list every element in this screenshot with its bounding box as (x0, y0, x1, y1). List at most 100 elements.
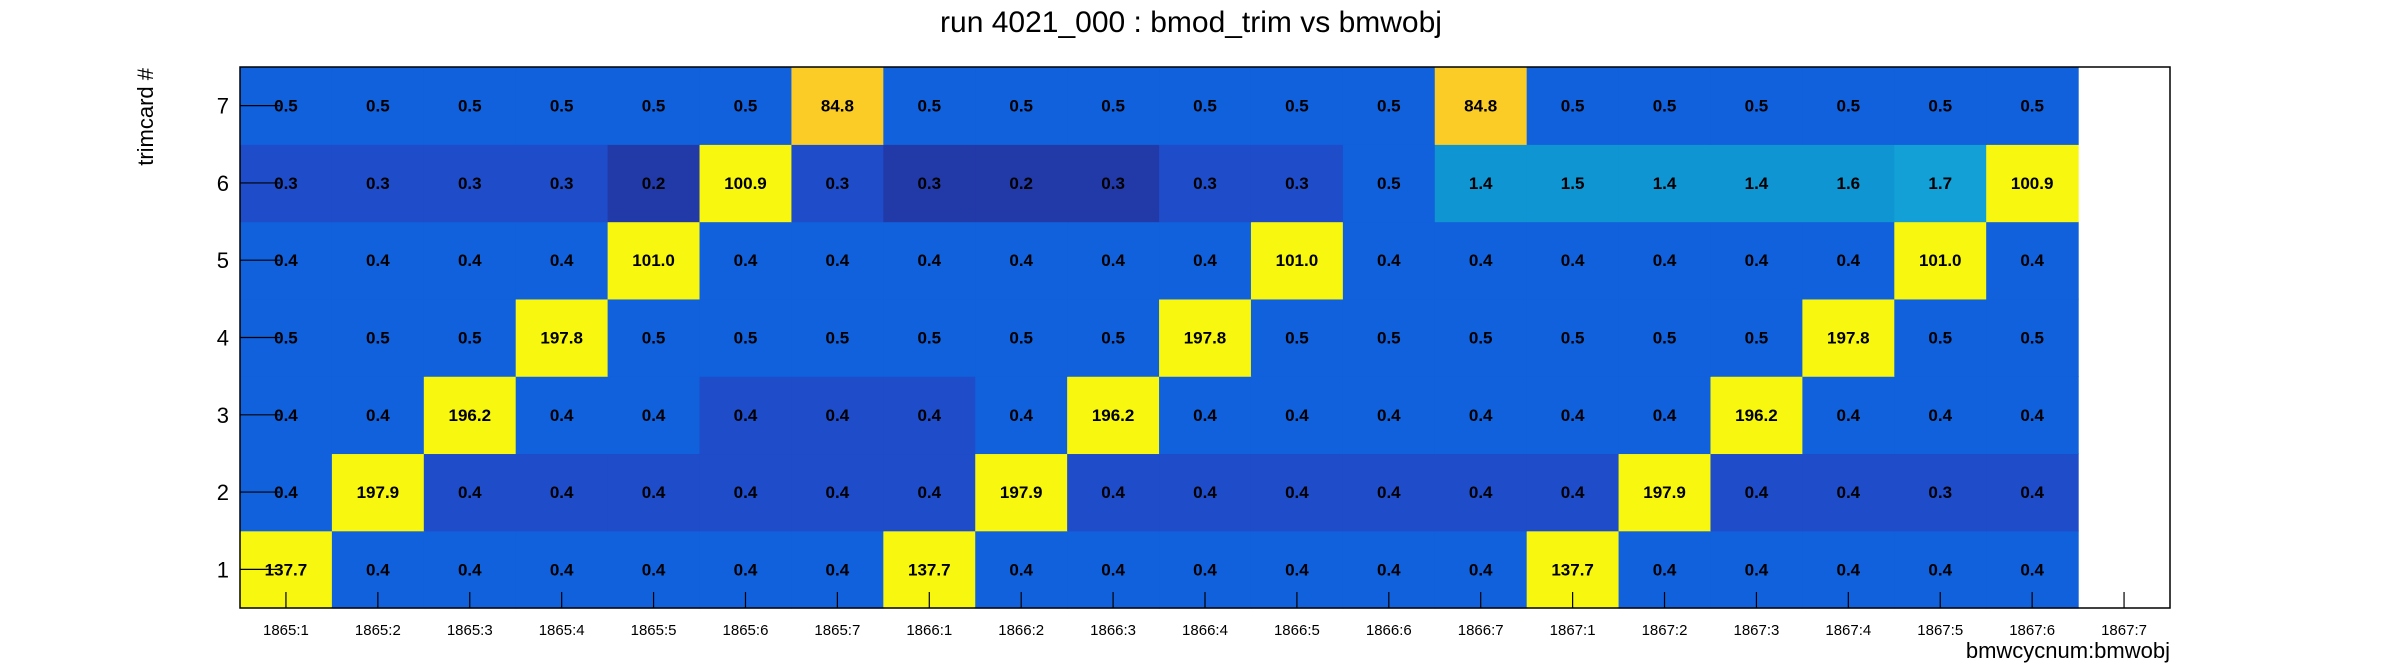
heatmap-cell (699, 144, 793, 223)
cell-value-label: 0.4 (1561, 483, 1585, 502)
cell-value-label: 0.3 (917, 174, 941, 193)
cell-value-label: 0.5 (458, 97, 482, 116)
cell-value-label: 101.0 (1276, 251, 1319, 270)
cell-value-label: 0.5 (1745, 97, 1769, 116)
heatmap-cell (1894, 221, 1987, 300)
cell-value-label: 0.4 (2020, 483, 2044, 502)
heatmap-cell (791, 376, 884, 455)
heatmap-cell (1250, 298, 1344, 377)
heatmap-cell (1250, 67, 1344, 145)
heatmap-cell (699, 453, 793, 532)
cell-value-label: 0.5 (2020, 97, 2044, 116)
heatmap-cell (975, 453, 1068, 532)
heatmap-cell (1342, 221, 1436, 300)
heatmap-cell (975, 67, 1068, 145)
heatmap-cell (1342, 376, 1436, 455)
cell-value-label: 0.4 (366, 560, 390, 579)
y-tick-label: 5 (217, 248, 229, 273)
cell-value-label: 0.5 (1745, 329, 1769, 348)
heatmap-cell (1986, 67, 2079, 145)
heatmap-cell (1434, 221, 1528, 300)
heatmap-cell (1618, 376, 1712, 455)
cell-value-label: 0.5 (917, 329, 941, 348)
cell-value-label: 0.4 (1469, 483, 1493, 502)
x-tick-label: 1867:6 (2009, 622, 2055, 639)
cell-value-label: 0.3 (1928, 483, 1952, 502)
heatmap-cell (1986, 298, 2079, 377)
cell-value-label: 0.4 (274, 251, 298, 270)
heatmap-cell (1434, 144, 1528, 223)
cell-value-label: 0.4 (1193, 560, 1217, 579)
x-tick-label: 1865:5 (631, 622, 677, 639)
heatmap-cell (1342, 298, 1436, 377)
heatmap-cell (1894, 144, 1987, 223)
cell-value-label: 1.6 (1837, 174, 1861, 193)
heatmap-cell (1618, 144, 1712, 223)
cell-value-label: 0.4 (1377, 560, 1401, 579)
heatmap-cell (1802, 298, 1895, 377)
heatmap-cell (1710, 453, 1803, 532)
cell-value-label: 0.5 (1285, 97, 1309, 116)
cell-value-label: 196.2 (448, 406, 491, 425)
heatmap-cell (1434, 298, 1528, 377)
axis-ticks (240, 105, 2125, 608)
cell-value-label: 0.4 (1009, 406, 1033, 425)
cell-value-label: 0.4 (458, 560, 482, 579)
cell-value-label: 0.5 (642, 329, 666, 348)
x-tick-label: 1865:6 (723, 622, 769, 639)
cell-value-label: 0.4 (550, 560, 574, 579)
cell-value-label: 196.2 (1735, 406, 1778, 425)
x-tick-label: 1867:1 (1550, 622, 1596, 639)
heatmap-cell (883, 67, 976, 145)
cell-value-label: 0.4 (642, 560, 666, 579)
heatmap-cells (240, 67, 2079, 609)
y-tick-labels: 1 2 3 4 5 6 7 (217, 94, 229, 583)
cell-value-label: 197.8 (1827, 329, 1870, 348)
heatmap-cell (1618, 298, 1712, 377)
cell-value-label: 0.5 (1653, 329, 1677, 348)
cell-value-label: 0.4 (2020, 560, 2044, 579)
y-tick-label: 4 (217, 326, 229, 351)
heatmap-cell (423, 453, 517, 532)
y-tick-label: 3 (217, 403, 229, 428)
heatmap-cell (1342, 67, 1436, 145)
heatmap-cell (699, 376, 793, 455)
heatmap-cell (1710, 221, 1803, 300)
cell-value-label: 1.7 (1928, 174, 1952, 193)
cell-value-label: 0.3 (550, 174, 574, 193)
heatmap-cell (607, 453, 701, 532)
chart-title: run 4021_000 : bmod_trim vs bmwobj (940, 6, 1442, 39)
cell-value-label: 0.5 (642, 97, 666, 116)
x-tick-label: 1865:7 (814, 622, 860, 639)
heatmap-cell (1159, 67, 1252, 145)
heatmap-cell (331, 453, 425, 532)
heatmap-cell (331, 376, 425, 455)
x-tick-label: 1865:1 (263, 622, 309, 639)
cell-value-label: 0.4 (1928, 560, 1952, 579)
x-tick-label: 1867:2 (1642, 622, 1688, 639)
x-tick-label: 1865:2 (355, 622, 401, 639)
cell-value-label: 0.4 (550, 483, 574, 502)
cell-value-label: 0.4 (1928, 406, 1952, 425)
cell-value-label: 0.4 (1377, 483, 1401, 502)
heatmap-cell (1526, 453, 1620, 532)
heatmap-cell (1618, 453, 1712, 532)
x-tick-label: 1866:3 (1090, 622, 1136, 639)
heatmap-cell (423, 298, 517, 377)
heatmap-cell (699, 298, 793, 377)
heatmap-cell (1250, 453, 1344, 532)
heatmap-cell (1710, 67, 1803, 145)
heatmap-cell (331, 221, 425, 300)
cell-value-label: 0.5 (1469, 329, 1493, 348)
cell-value-label: 0.5 (2020, 329, 2044, 348)
heatmap-cell (1986, 376, 2079, 455)
cell-value-label: 0.4 (917, 483, 941, 502)
x-tick-label: 1866:1 (906, 622, 952, 639)
cell-value-label: 0.3 (1285, 174, 1309, 193)
cell-value-label: 0.4 (734, 483, 758, 502)
heatmap-cell (791, 298, 884, 377)
cell-value-label: 0.4 (2020, 251, 2044, 270)
y-tick-label: 2 (217, 480, 229, 505)
heatmap-cell (1434, 376, 1528, 455)
heatmap-cell (1159, 298, 1252, 377)
